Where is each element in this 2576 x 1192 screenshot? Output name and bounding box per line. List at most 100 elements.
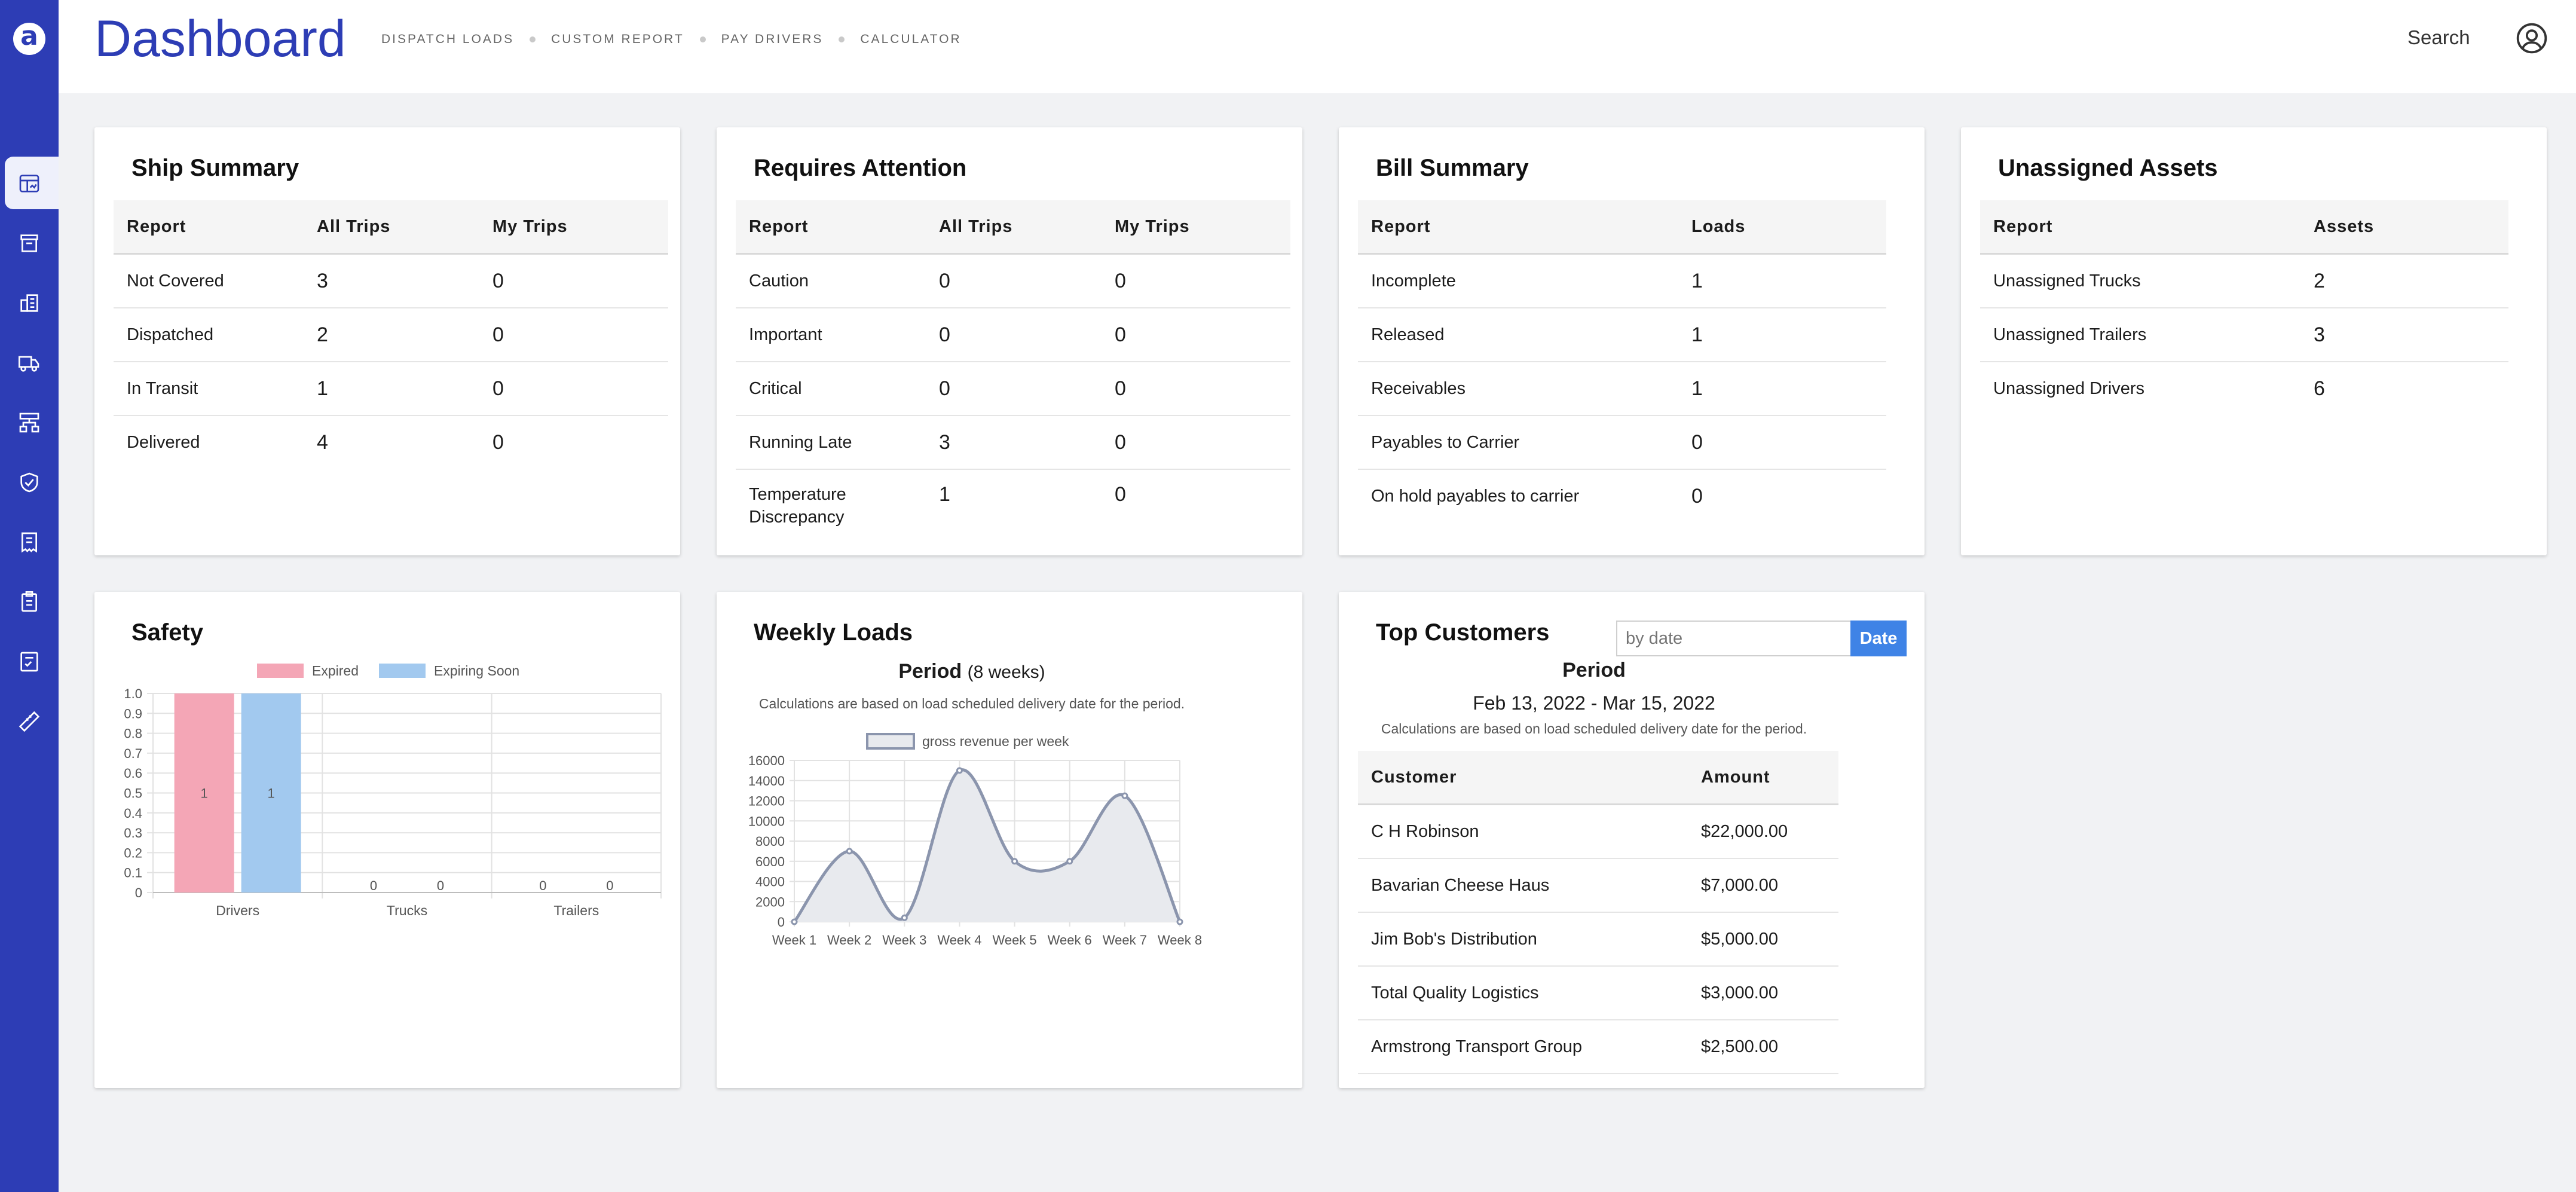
- report-cell: Payables to Carrier: [1358, 415, 1678, 470]
- shield-check-icon[interactable]: [13, 466, 45, 499]
- ship-summary-card: Ship Summary Report All Trips My Trips N…: [94, 127, 680, 555]
- dashboard-icon[interactable]: [13, 167, 45, 200]
- table-row[interactable]: Payables to Carrier 0: [1358, 415, 1886, 470]
- x-tick-label: Week 8: [1158, 933, 1202, 948]
- table-row[interactable]: On hold payables to carrier 0: [1358, 469, 1886, 522]
- report-cell: Delivered: [127, 432, 200, 452]
- legend-swatch: [866, 733, 915, 750]
- report-cell: Unassigned Trucks: [1980, 253, 2300, 308]
- amount-cell: $22,000.00: [1688, 804, 1838, 859]
- building-icon[interactable]: [13, 287, 45, 319]
- table-header-row: Customer Amount: [1358, 751, 1838, 805]
- data-point: [1066, 858, 1073, 865]
- report-cell: Caution: [736, 253, 926, 308]
- column-header: Amount: [1688, 751, 1838, 805]
- y-tick-label: 4000: [755, 875, 785, 890]
- area-fill: [794, 769, 1180, 922]
- report-cell: Not Covered: [114, 253, 304, 308]
- report-cell: In Transit: [114, 362, 304, 416]
- search-link[interactable]: Search: [2407, 26, 2470, 48]
- table-row[interactable]: Delivered 4 0: [114, 415, 668, 469]
- table-row[interactable]: Dispatched 2 0: [114, 308, 668, 362]
- store-icon[interactable]: [13, 227, 45, 259]
- date-filter-input[interactable]: [1616, 621, 1850, 656]
- table-row[interactable]: In Transit 1 0: [114, 362, 668, 416]
- card-title: Safety: [131, 619, 204, 646]
- column-header: Report: [736, 200, 926, 255]
- data-label: 0: [606, 878, 613, 893]
- table-row[interactable]: Unassigned Trucks 2: [1980, 253, 2508, 308]
- period-label: Period: [898, 660, 962, 683]
- y-tick-label: 12000: [748, 794, 785, 809]
- calculation-note: Calculations are based on load scheduled…: [1381, 721, 1807, 736]
- column-header: Assets: [2300, 200, 2508, 255]
- x-tick-label: Week 4: [937, 933, 981, 948]
- table-row[interactable]: Total Quality Logistics $3,000.00: [1358, 966, 1838, 1020]
- truck-icon[interactable]: [13, 347, 45, 379]
- table-row[interactable]: Receivables 1: [1358, 362, 1886, 416]
- table-row[interactable]: Critical 0 0: [736, 362, 1290, 416]
- nav-separator: [839, 36, 845, 42]
- x-tick-label: Week 6: [1048, 933, 1092, 948]
- safety-card: Safety Expired Expiring Soon 1.0 0.9 0.8 0.7 0…: [94, 592, 680, 1088]
- x-tick-label: Week 2: [827, 933, 871, 948]
- safety-chart: Expired Expiring Soon 1.0 0.9 0.8 0.7 0.6 0.5 0.…: [124, 663, 662, 918]
- column-header: Report: [114, 200, 304, 255]
- requires-attention-table: Report All Trips My Trips Caution 0 0 Impo…: [736, 200, 1290, 536]
- nav-pay-drivers[interactable]: PAY DRIVERS: [721, 32, 824, 46]
- column-header: All Trips: [304, 200, 479, 255]
- amount-cell: $5,000.00: [1688, 912, 1838, 967]
- y-tick-label: 0.1: [124, 866, 142, 881]
- legend-swatch: [379, 664, 426, 678]
- table-row[interactable]: Unassigned Drivers 6: [1980, 362, 2508, 415]
- legend-label: gross revenue per week: [922, 733, 1069, 749]
- table-row[interactable]: Running Late 3 0: [736, 415, 1290, 470]
- y-tick-label: 0.6: [124, 766, 142, 781]
- x-tick-label: Week 1: [772, 933, 816, 948]
- clipboard-icon[interactable]: [13, 586, 45, 618]
- date-button[interactable]: Date: [1850, 621, 1907, 656]
- card-title: Unassigned Assets: [1998, 155, 2218, 181]
- my-trips-cell: 0: [492, 430, 504, 454]
- period-heading: Period (8 weeks): [717, 660, 1227, 683]
- x-tick-label: Trailers: [553, 903, 599, 918]
- my-trips-cell: 0: [479, 308, 668, 362]
- table-row[interactable]: Jim Bob's Distribution $5,000.00: [1358, 912, 1838, 967]
- data-point: [791, 918, 798, 925]
- app-logo[interactable]: a: [13, 21, 45, 55]
- all-trips-cell: 1: [304, 362, 479, 416]
- unassigned-assets-card: Unassigned Assets Report Assets Unassign…: [1961, 127, 2547, 555]
- table-row[interactable]: Incomplete 1: [1358, 253, 1886, 308]
- data-point: [1121, 792, 1128, 799]
- nav-dispatch-loads[interactable]: DISPATCH LOADS: [381, 32, 515, 46]
- logo-letter: a: [20, 21, 38, 51]
- network-icon[interactable]: [13, 406, 45, 439]
- table-row[interactable]: Caution 0 0: [736, 253, 1290, 308]
- ruler-icon[interactable]: [13, 705, 45, 738]
- nav-calculator[interactable]: CALCULATOR: [860, 32, 962, 46]
- nav-custom-report[interactable]: CUSTOM REPORT: [551, 32, 684, 46]
- column-header: Customer: [1358, 751, 1688, 805]
- loads-cell: 1: [1678, 362, 1886, 416]
- customer-cell: Jim Bob's Distribution: [1358, 912, 1688, 967]
- y-tick-label: 1.0: [124, 686, 142, 701]
- table-row[interactable]: Temperature Discrepancy 1 0: [736, 469, 1290, 536]
- table-row[interactable]: Not Covered 3 0: [114, 253, 668, 308]
- y-tick-label: 0.7: [124, 746, 142, 761]
- x-tick-label: Drivers: [216, 903, 259, 918]
- amount-cell: $2,500.00: [1688, 1020, 1838, 1074]
- table-row[interactable]: Bavarian Cheese Haus $7,000.00: [1358, 858, 1838, 913]
- report-cell: On hold payables to carrier: [1371, 486, 1580, 506]
- checklist-icon[interactable]: [13, 646, 45, 678]
- loads-cell: 0: [1678, 415, 1886, 470]
- table-row[interactable]: Unassigned Trailers 3: [1980, 308, 2508, 362]
- all-trips-cell: 1: [939, 483, 950, 506]
- user-account-icon[interactable]: [2515, 22, 2549, 55]
- table-row[interactable]: Released 1: [1358, 308, 1886, 362]
- table-row[interactable]: Important 0 0: [736, 308, 1290, 362]
- y-tick-label: 0.9: [124, 706, 142, 721]
- table-row[interactable]: Armstrong Transport Group $2,500.00: [1358, 1020, 1838, 1074]
- receipt-icon[interactable]: [13, 526, 45, 558]
- table-row[interactable]: C H Robinson $22,000.00: [1358, 804, 1838, 859]
- assets-cell: 2: [2300, 253, 2508, 308]
